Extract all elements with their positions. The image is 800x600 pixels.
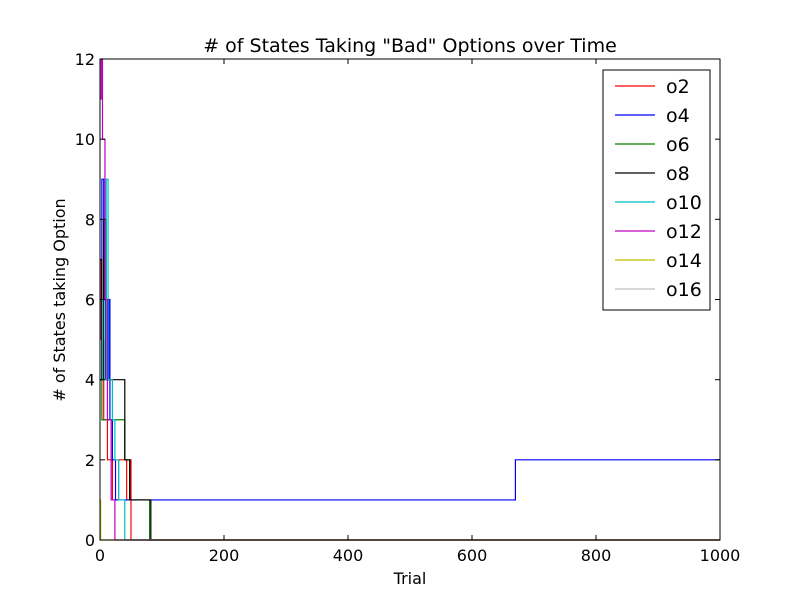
legend-label-o10: o10 [666,192,702,214]
legend: o2 o4 o6 o8 o10 o12 o14 o16 [602,69,711,311]
y-tick-label: 2 [85,451,95,470]
x-tick-label: 800 [581,546,612,565]
x-tick-label: 0 [95,546,105,565]
legend-label-o16: o16 [666,279,702,301]
y-tick-label: 4 [85,371,95,390]
x-axis: 0 200 400 600 800 1000 [95,59,740,565]
series-line-o4 [100,178,720,501]
legend-label-o2: o2 [666,76,690,98]
x-tick-label: 400 [333,546,364,565]
y-tick-label: 10 [75,130,95,149]
x-axis-label: Trial [393,569,427,588]
x-tick-label: 1000 [700,546,741,565]
x-tick-label: 200 [209,546,240,565]
legend-box [602,69,711,311]
legend-label-o8: o8 [666,163,690,185]
legend-label-o12: o12 [666,221,702,243]
y-tick-label: 12 [75,50,95,69]
chart-title: # of States Taking "Bad" Options over Ti… [203,35,617,57]
series-line-o14 [100,499,720,541]
legend-label-o6: o6 [666,134,690,156]
y-axis-label: # of States taking Option [50,198,69,401]
legend-label-o4: o4 [666,105,690,127]
x-tick-label: 600 [457,546,488,565]
y-tick-label: 8 [85,210,95,229]
legend-label-o14: o14 [666,250,702,272]
y-tick-label: 6 [85,291,95,310]
y-axis: 0 2 4 6 8 10 12 [75,50,720,550]
y-tick-label: 0 [85,531,95,550]
